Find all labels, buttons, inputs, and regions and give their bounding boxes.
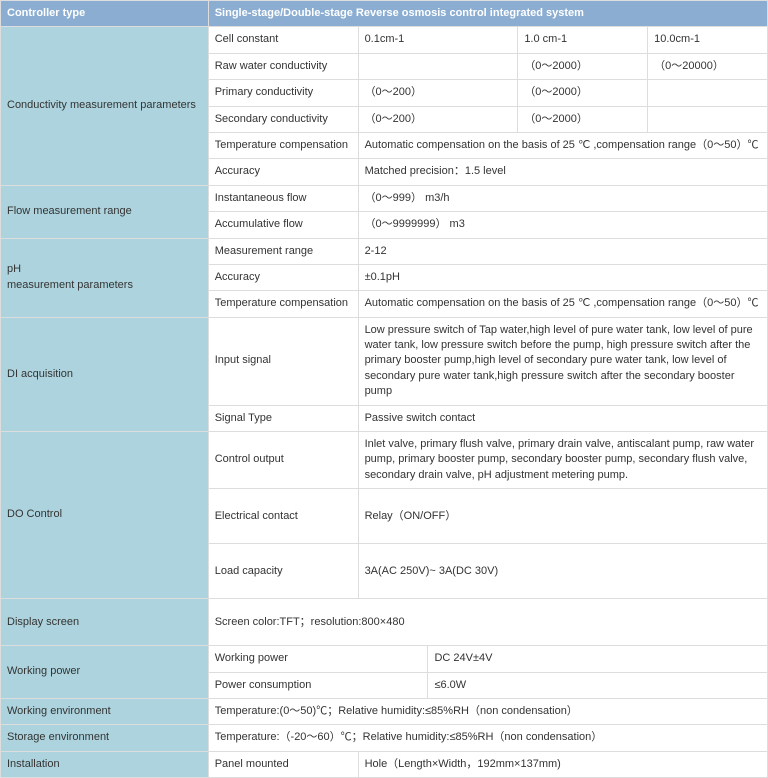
display-section: Display screen [1, 599, 209, 646]
primary-cond-2: （0～2000） [518, 80, 648, 106]
conductivity-section: Conductivity measurement parameters [1, 27, 209, 185]
do-electrical-value: Relay（ON/OFF） [358, 489, 767, 544]
cond-accuracy-value: Matched precision：1.5 level [358, 159, 767, 185]
spec-table: Controller type Single-stage/Double-stag… [0, 0, 768, 778]
workenv-value: Temperature:(0～50)℃；Relative humidity:≤8… [208, 698, 767, 724]
ph-accuracy-label: Accuracy [208, 264, 358, 290]
accum-flow-value: （0～9999999） m3 [358, 212, 767, 238]
cond-tempcomp-value: Automatic compensation on the basis of 2… [358, 132, 767, 158]
display-value: Screen color:TFT；resolution:800×480 [208, 599, 767, 646]
di-input-value: Low pressure switch of Tap water,high le… [358, 317, 767, 405]
secondary-cond-1: （0～200） [358, 106, 518, 132]
di-signaltype-label: Signal Type [208, 405, 358, 431]
ph-range-label: Measurement range [208, 238, 358, 264]
cond-tempcomp-label: Temperature compensation [208, 132, 358, 158]
header-controller-type: Controller type [1, 1, 209, 27]
cell-constant-3: 10.0cm-1 [648, 27, 768, 53]
power-consumption-value: ≤6.0W [428, 672, 768, 698]
storage-section: Storage environment [1, 725, 209, 751]
ph-section: pH measurement parameters [1, 238, 209, 317]
do-control-label: Control output [208, 432, 358, 489]
primary-cond-1: （0～200） [358, 80, 518, 106]
do-load-label: Load capacity [208, 544, 358, 599]
secondary-cond-2: （0～2000） [518, 106, 648, 132]
cond-accuracy-label: Accuracy [208, 159, 358, 185]
primary-cond-3 [648, 80, 768, 106]
di-input-label: Input signal [208, 317, 358, 405]
cell-constant-label: Cell constant [208, 27, 358, 53]
instant-flow-value: （0～999） m3/h [358, 185, 767, 211]
header-system-type: Single-stage/Double-stage Reverse osmosi… [208, 1, 767, 27]
accum-flow-label: Accumulative flow [208, 212, 358, 238]
do-control-value: Inlet valve, primary flush valve, primar… [358, 432, 767, 489]
power-section: Working power [1, 646, 209, 699]
do-load-value: 3A(AC 250V)~ 3A(DC 30V) [358, 544, 767, 599]
cell-constant-2: 1.0 cm-1 [518, 27, 648, 53]
install-col2: Hole（Length×Width，192mm×137mm) [358, 751, 767, 777]
raw-water-1 [358, 53, 518, 79]
instant-flow-label: Instantaneous flow [208, 185, 358, 211]
secondary-cond-label: Secondary conductivity [208, 106, 358, 132]
ph-tempcomp-value: Automatic compensation on the basis of 2… [358, 291, 767, 317]
working-power-value: DC 24V±4V [428, 646, 768, 672]
flow-section: Flow measurement range [1, 185, 209, 238]
install-col1: Panel mounted [208, 751, 358, 777]
di-section: DI acquisition [1, 317, 209, 431]
install-section: Installation [1, 751, 209, 777]
workenv-section: Working environment [1, 698, 209, 724]
cell-constant-1: 0.1cm-1 [358, 27, 518, 53]
ph-accuracy-value: ±0.1pH [358, 264, 767, 290]
do-electrical-label: Electrical contact [208, 489, 358, 544]
ph-range-value: 2-12 [358, 238, 767, 264]
power-consumption-label: Power consumption [208, 672, 428, 698]
secondary-cond-3 [648, 106, 768, 132]
ph-tempcomp-label: Temperature compensation [208, 291, 358, 317]
di-signaltype-value: Passive switch contact [358, 405, 767, 431]
working-power-label: Working power [208, 646, 428, 672]
raw-water-3: （0～20000） [648, 53, 768, 79]
do-section: DO Control [1, 432, 209, 599]
storage-value: Temperature:（-20～60）℃；Relative humidity:… [208, 725, 767, 751]
primary-cond-label: Primary conductivity [208, 80, 358, 106]
raw-water-2: （0～2000） [518, 53, 648, 79]
raw-water-label: Raw water conductivity [208, 53, 358, 79]
